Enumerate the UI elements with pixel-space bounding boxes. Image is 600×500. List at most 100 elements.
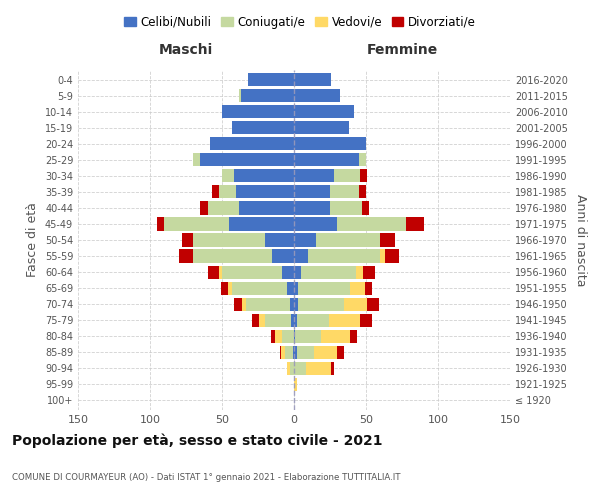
Bar [221, 282, 228, 294]
Bar [316, 234, 380, 246]
Bar [365, 282, 372, 294]
Bar [363, 266, 374, 278]
Bar [233, 298, 242, 310]
Bar [265, 234, 294, 246]
Bar [334, 170, 360, 182]
Bar [367, 298, 379, 310]
Bar [344, 298, 367, 310]
Bar [294, 330, 295, 343]
Bar [297, 314, 329, 327]
Bar [200, 202, 208, 214]
Bar [295, 330, 322, 343]
Bar [283, 266, 294, 278]
Bar [380, 234, 395, 246]
Bar [360, 170, 367, 182]
Bar [222, 266, 283, 278]
Bar [337, 218, 406, 230]
Bar [406, 218, 424, 230]
Bar [329, 314, 360, 327]
Bar [359, 153, 366, 166]
Bar [222, 170, 233, 182]
Bar [337, 346, 344, 359]
Bar [330, 186, 359, 198]
Bar [362, 202, 369, 214]
Bar [182, 234, 193, 246]
Text: Popolazione per età, sesso e stato civile - 2021: Popolazione per età, sesso e stato civil… [12, 434, 383, 448]
Bar [259, 314, 265, 327]
Bar [232, 121, 294, 134]
Text: COMUNE DI COURMAYEUR (AO) - Dati ISTAT 1° gennaio 2021 - Elaborazione TUTTITALIA: COMUNE DI COURMAYEUR (AO) - Dati ISTAT 1… [12, 473, 401, 482]
Bar [290, 362, 294, 375]
Y-axis label: Anni di nascita: Anni di nascita [574, 194, 587, 286]
Bar [294, 218, 337, 230]
Bar [314, 346, 337, 359]
Bar [241, 89, 294, 102]
Bar [200, 153, 294, 166]
Bar [301, 266, 356, 278]
Bar [294, 362, 305, 375]
Bar [236, 186, 294, 198]
Bar [294, 137, 366, 150]
Bar [294, 266, 301, 278]
Bar [290, 298, 294, 310]
Bar [193, 153, 200, 166]
Bar [275, 330, 283, 343]
Bar [286, 346, 293, 359]
Bar [322, 330, 350, 343]
Text: Maschi: Maschi [159, 44, 213, 58]
Bar [298, 298, 344, 310]
Bar [281, 346, 286, 359]
Bar [359, 186, 366, 198]
Bar [385, 250, 399, 262]
Bar [298, 282, 350, 294]
Bar [247, 298, 290, 310]
Bar [208, 202, 239, 214]
Bar [291, 314, 294, 327]
Bar [294, 105, 355, 118]
Bar [294, 73, 331, 86]
Bar [380, 250, 385, 262]
Bar [330, 202, 362, 214]
Bar [294, 234, 316, 246]
Bar [222, 105, 294, 118]
Bar [294, 282, 298, 294]
Bar [283, 330, 294, 343]
Bar [293, 346, 294, 359]
Bar [294, 170, 334, 182]
Bar [331, 362, 334, 375]
Bar [297, 346, 314, 359]
Bar [233, 170, 294, 182]
Bar [229, 218, 294, 230]
Bar [356, 266, 363, 278]
Bar [228, 282, 232, 294]
Bar [271, 330, 275, 343]
Bar [360, 314, 372, 327]
Text: Femmine: Femmine [367, 44, 437, 58]
Bar [305, 362, 331, 375]
Bar [294, 89, 340, 102]
Bar [193, 250, 272, 262]
Bar [350, 330, 358, 343]
Bar [239, 202, 294, 214]
Bar [252, 314, 259, 327]
Bar [219, 186, 236, 198]
Bar [232, 282, 287, 294]
Bar [272, 250, 294, 262]
Bar [212, 186, 219, 198]
Bar [294, 298, 298, 310]
Bar [350, 282, 365, 294]
Bar [248, 73, 294, 86]
Bar [294, 250, 308, 262]
Bar [294, 314, 297, 327]
Bar [287, 282, 294, 294]
Bar [280, 346, 281, 359]
Bar [294, 378, 297, 391]
Y-axis label: Fasce di età: Fasce di età [26, 202, 39, 278]
Legend: Celibi/Nubili, Coniugati/e, Vedovi/e, Divorziati/e: Celibi/Nubili, Coniugati/e, Vedovi/e, Di… [119, 11, 481, 34]
Bar [179, 250, 193, 262]
Bar [294, 153, 359, 166]
Bar [239, 89, 241, 102]
Bar [219, 266, 222, 278]
Bar [211, 137, 294, 150]
Bar [294, 202, 330, 214]
